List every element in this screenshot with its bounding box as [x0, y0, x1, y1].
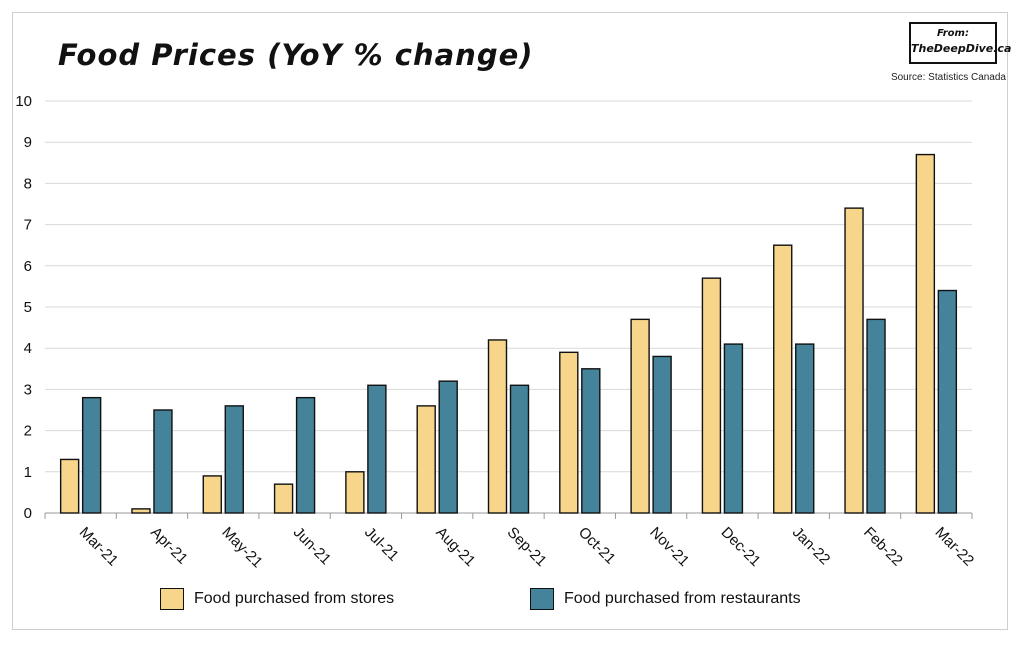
bar-stores — [844, 207, 864, 514]
bar-stores — [345, 471, 365, 514]
y-tick-label: 5 — [24, 299, 32, 316]
bar-stores — [202, 475, 222, 514]
chart-frame — [12, 12, 1008, 630]
y-tick-label: 2 — [24, 423, 32, 440]
bar-restaurants — [795, 343, 815, 514]
legend-item-stores: Food purchased from stores — [160, 588, 394, 610]
bar-stores — [630, 318, 650, 514]
bar-restaurants — [509, 384, 530, 514]
bar-stores — [559, 351, 579, 514]
bar-restaurants — [438, 380, 458, 514]
bar-stores — [131, 508, 151, 514]
y-tick-label: 4 — [24, 340, 32, 357]
bar-stores — [273, 483, 294, 514]
logo-line-2: TheDeepDive.ca — [911, 42, 1012, 55]
x-tick-label: Jul-21 — [361, 524, 402, 565]
brand-logo: From: TheDeepDive.ca — [909, 22, 1012, 64]
legend: Food purchased from stores Food purchase… — [0, 588, 1024, 614]
y-tick-label: 0 — [24, 505, 32, 522]
legend-swatch-stores — [160, 588, 184, 610]
x-tick-label: Mar-22 — [932, 524, 978, 570]
bar-stores — [487, 339, 508, 514]
bar-restaurants — [652, 355, 672, 514]
bar-restaurants — [866, 318, 886, 514]
y-tick-label: 3 — [24, 381, 32, 398]
x-tick-label: Feb-22 — [860, 524, 906, 570]
bar-restaurants — [224, 405, 244, 514]
x-tick-label: Sep-21 — [504, 524, 550, 570]
y-tick-label: 6 — [24, 258, 32, 275]
x-tick-label: Oct-21 — [575, 524, 619, 568]
bar-restaurants — [937, 289, 958, 514]
x-tick-label: Jun-21 — [290, 524, 334, 568]
chart-title: Food Prices (YoY % change) — [58, 38, 534, 72]
legend-item-restaurants: Food purchased from restaurants — [530, 588, 801, 610]
x-tick-label: Apr-21 — [147, 524, 191, 568]
source-note: Source: Statistics Canada — [890, 72, 1006, 83]
y-tick-label: 10 — [15, 93, 32, 110]
legend-label-restaurants: Food purchased from restaurants — [564, 590, 801, 607]
x-tick-label: Mar-21 — [76, 524, 122, 570]
bar-restaurants — [581, 368, 601, 514]
x-tick-label: Jan-22 — [789, 524, 833, 568]
bar-stores — [701, 277, 722, 514]
bar-restaurants — [81, 396, 102, 514]
bar-stores — [416, 405, 436, 514]
logo-line-1: From: — [937, 28, 969, 39]
bar-restaurants — [295, 396, 316, 514]
legend-swatch-restaurants — [530, 588, 554, 610]
bar-restaurants — [367, 384, 387, 514]
x-tick-label: Dec-21 — [718, 524, 764, 570]
bar-stores — [773, 244, 793, 514]
y-tick-label: 9 — [24, 134, 32, 151]
y-tick-label: 8 — [24, 175, 32, 192]
bar-stores — [915, 153, 936, 514]
x-tick-label: Aug-21 — [432, 524, 478, 570]
x-tick-label: May-21 — [218, 524, 265, 571]
x-tick-label: Nov-21 — [646, 524, 692, 570]
y-tick-label: 1 — [24, 464, 32, 481]
bar-restaurants — [723, 343, 744, 514]
legend-label-stores: Food purchased from stores — [194, 590, 395, 607]
y-tick-label: 7 — [24, 217, 32, 234]
bar-stores — [59, 458, 80, 514]
bar-restaurants — [153, 409, 173, 514]
